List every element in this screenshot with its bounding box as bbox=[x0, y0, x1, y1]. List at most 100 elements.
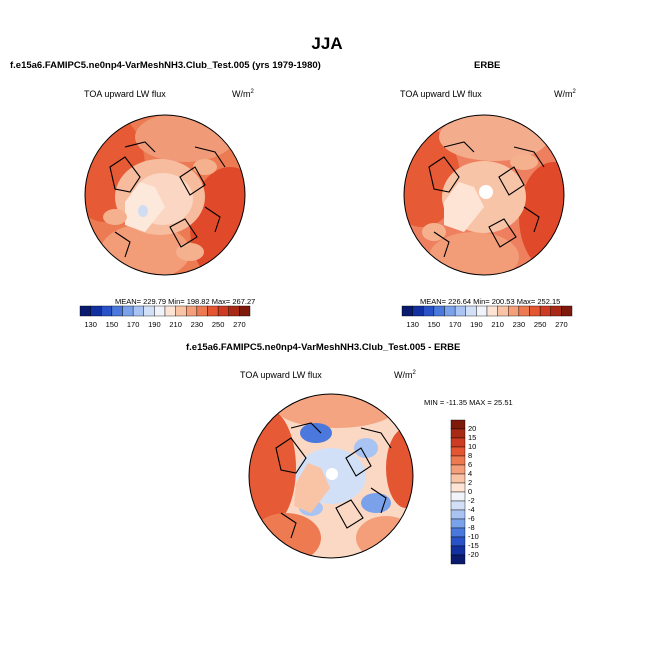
panel3-units: W/m2 bbox=[394, 370, 416, 380]
colorbar-swatch bbox=[207, 305, 219, 317]
panel2-colorbar bbox=[401, 305, 573, 317]
colorbar-swatch bbox=[196, 305, 208, 317]
panel3-variable-label: TOA upward LW flux bbox=[240, 370, 322, 380]
panel3-title: f.e15a6.FAMIPC5.ne0np4-VarMeshNH3.Club_T… bbox=[186, 342, 461, 353]
colorbar-swatch bbox=[228, 305, 240, 317]
colorbar-tick-label: 250 bbox=[211, 320, 225, 329]
colorbar-swatch bbox=[450, 482, 466, 493]
colorbar-swatch bbox=[450, 446, 466, 457]
colorbar-swatch bbox=[401, 305, 413, 317]
panel3-stats: MIN = -11.35 MAX = 25.51 bbox=[424, 398, 513, 407]
colorbar-swatch bbox=[217, 305, 229, 317]
colorbar-tick-label: 230 bbox=[512, 320, 526, 329]
colorbar-swatch bbox=[450, 527, 466, 538]
panel1-coastlines bbox=[109, 141, 226, 258]
colorbar-swatch bbox=[454, 305, 466, 317]
colorbar-swatch bbox=[143, 305, 155, 317]
panel1-title: f.e15a6.FAMIPC5.ne0np4-VarMeshNH3.Club_T… bbox=[10, 60, 321, 71]
colorbar-tick-label: 15 bbox=[468, 433, 477, 442]
colorbar-tick-label: 130 bbox=[84, 320, 97, 329]
colorbar-tick-label: -15 bbox=[468, 541, 479, 550]
panel1-units: W/m2 bbox=[232, 89, 254, 99]
colorbar-swatch bbox=[561, 305, 573, 317]
panel2-pole-gap bbox=[479, 185, 493, 199]
colorbar-swatch bbox=[450, 491, 466, 502]
colorbar-swatch bbox=[164, 305, 176, 317]
panel3-coastlines bbox=[275, 422, 392, 539]
colorbar-tick-label: 270 bbox=[555, 320, 568, 329]
colorbar-tick-label: 210 bbox=[491, 320, 504, 329]
colorbar-swatch bbox=[450, 536, 466, 547]
panel1-variable-label: TOA upward LW flux bbox=[84, 89, 166, 99]
colorbar-swatch bbox=[450, 437, 466, 448]
colorbar-swatch bbox=[497, 305, 509, 317]
colorbar-tick-label: 20 bbox=[468, 424, 477, 433]
colorbar-swatch bbox=[476, 305, 488, 317]
colorbar-swatch bbox=[101, 305, 113, 317]
panel3-polar-map bbox=[248, 393, 414, 559]
colorbar-tick-label: 2 bbox=[468, 478, 473, 487]
colorbar-tick-label: 10 bbox=[468, 442, 477, 451]
panel1-colorbar bbox=[79, 305, 251, 317]
colorbar-tick-label: 170 bbox=[448, 320, 462, 329]
colorbar-swatch bbox=[450, 545, 466, 556]
colorbar-swatch bbox=[175, 305, 187, 317]
colorbar-swatch bbox=[450, 554, 466, 565]
panel1-polar-map bbox=[84, 114, 246, 276]
colorbar-swatch bbox=[122, 305, 134, 317]
colorbar-tick-label: 4 bbox=[468, 469, 473, 478]
colorbar-swatch bbox=[508, 305, 520, 317]
colorbar-swatch bbox=[79, 305, 91, 317]
colorbar-swatch bbox=[450, 464, 466, 475]
panel3-pole-gap bbox=[326, 468, 338, 480]
colorbar-swatch bbox=[450, 509, 466, 520]
colorbar-tick-label: -4 bbox=[468, 505, 475, 514]
colorbar-swatch bbox=[450, 428, 466, 439]
colorbar-tick-label: 190 bbox=[470, 320, 483, 329]
colorbar-swatch bbox=[90, 305, 102, 317]
colorbar-tick-label: 210 bbox=[169, 320, 182, 329]
colorbar-swatch bbox=[132, 305, 144, 317]
colorbar-tick-label: 150 bbox=[427, 320, 441, 329]
panel2-units: W/m2 bbox=[554, 89, 576, 99]
colorbar-tick-label: 6 bbox=[468, 460, 473, 469]
panel3-colorbar bbox=[450, 419, 466, 565]
colorbar-tick-label: 0 bbox=[468, 487, 473, 496]
panel1-colorbar-ticks: 130 150 170 190 210 230 250 270 bbox=[80, 320, 250, 332]
colorbar-swatch bbox=[518, 305, 530, 317]
colorbar-tick-label: 190 bbox=[148, 320, 161, 329]
colorbar-tick-label: 250 bbox=[533, 320, 547, 329]
colorbar-swatch bbox=[186, 305, 198, 317]
main-title: JJA bbox=[311, 34, 343, 53]
colorbar-swatch bbox=[423, 305, 435, 317]
panel3-greenland-region bbox=[294, 463, 330, 513]
panel3-colorbar-ticks: 20 15 10 8 6 4 2 0 -2 -4 -6 -8 -10 -15 -20 bbox=[468, 420, 498, 564]
colorbar-swatch bbox=[239, 305, 251, 317]
colorbar-tick-label: -2 bbox=[468, 496, 475, 505]
panel2-greenland-region bbox=[444, 182, 484, 232]
colorbar-tick-label: -10 bbox=[468, 532, 479, 541]
colorbar-tick-label: -8 bbox=[468, 523, 475, 532]
colorbar-swatch bbox=[154, 305, 166, 317]
colorbar-tick-label: 150 bbox=[105, 320, 119, 329]
colorbar-tick-label: 130 bbox=[406, 320, 419, 329]
colorbar-tick-label: 8 bbox=[468, 451, 473, 460]
panel1-stats: MEAN= 229.79 Min= 198.82 Max= 267.27 bbox=[115, 297, 256, 306]
colorbar-swatch bbox=[450, 419, 466, 430]
panel2-title: ERBE bbox=[474, 60, 501, 71]
colorbar-swatch bbox=[450, 473, 466, 484]
colorbar-swatch bbox=[450, 500, 466, 511]
colorbar-tick-label: 230 bbox=[190, 320, 204, 329]
colorbar-swatch bbox=[111, 305, 123, 317]
panel2-colorbar-ticks: 130 150 170 190 210 230 250 270 bbox=[402, 320, 572, 332]
colorbar-swatch bbox=[433, 305, 445, 317]
colorbar-swatch bbox=[465, 305, 477, 317]
panel2-stats: MEAN= 226.64 Min= 200.53 Max= 252.15 bbox=[420, 297, 561, 306]
colorbar-tick-label: 270 bbox=[233, 320, 246, 329]
panel2-polar-map bbox=[403, 114, 565, 276]
colorbar-tick-label: -20 bbox=[468, 550, 479, 559]
colorbar-tick-label: -6 bbox=[468, 514, 475, 523]
colorbar-swatch bbox=[444, 305, 456, 317]
colorbar-swatch bbox=[412, 305, 424, 317]
panel2-coastlines bbox=[428, 141, 545, 258]
